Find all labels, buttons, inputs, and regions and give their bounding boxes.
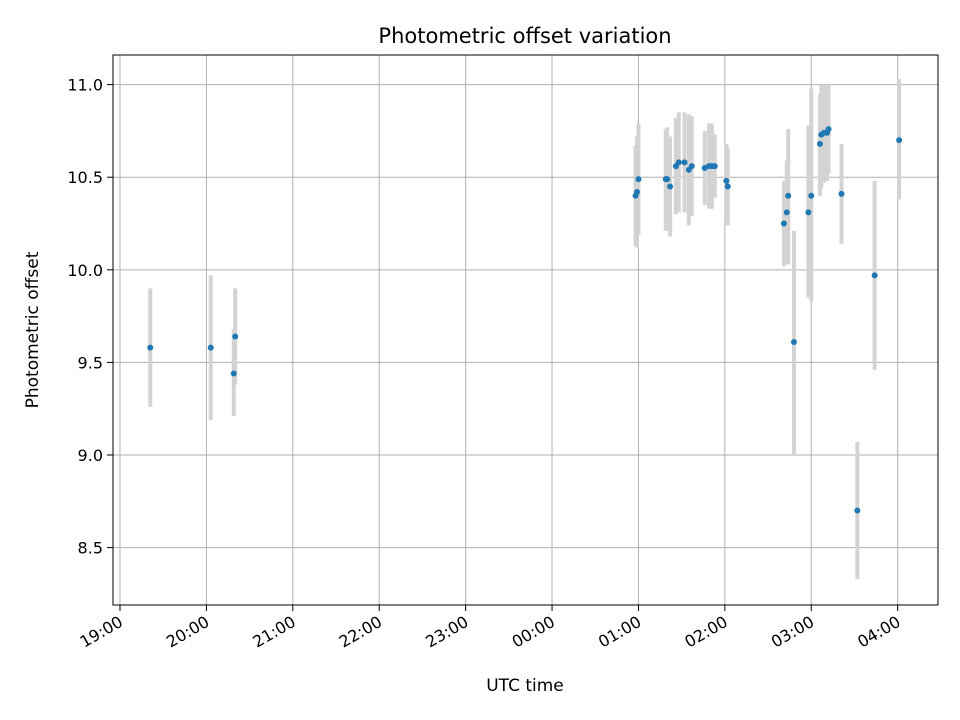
- data-point: [780, 220, 787, 227]
- y-axis-label: Photometric offset: [23, 251, 43, 408]
- data-point: [723, 177, 730, 184]
- data-point: [854, 507, 861, 514]
- data-point: [785, 192, 792, 199]
- data-point: [635, 176, 642, 183]
- data-points: [147, 126, 903, 514]
- data-point: [634, 189, 641, 196]
- data-point: [808, 192, 815, 199]
- data-point: [790, 339, 797, 346]
- data-point: [664, 176, 671, 183]
- y-axis: 8.5 9.0 9.5 10.0 10.5 11.0: [67, 76, 113, 558]
- chart-title: Photometric offset variation: [378, 24, 671, 48]
- data-point: [207, 344, 214, 351]
- data-point: [232, 333, 239, 340]
- data-point: [871, 272, 878, 279]
- data-point: [675, 159, 682, 166]
- plot-frame: [112, 54, 939, 606]
- data-point: [805, 209, 812, 216]
- y-tick-label: 10.5: [67, 168, 103, 187]
- y-tick-label: 9.0: [78, 446, 103, 465]
- data-point: [724, 183, 731, 190]
- data-point: [711, 163, 718, 170]
- y-tick-label: 10.0: [67, 261, 103, 280]
- data-point: [838, 190, 845, 197]
- y-tick-label: 8.5: [78, 539, 103, 558]
- data-point: [783, 209, 790, 216]
- y-tick-label: 11.0: [67, 76, 103, 95]
- data-point: [667, 183, 674, 190]
- data-point: [896, 137, 903, 144]
- data-point: [816, 140, 823, 147]
- data-point: [825, 126, 832, 133]
- data-point: [688, 163, 695, 170]
- grid: [113, 55, 938, 605]
- data-point: [230, 370, 237, 377]
- x-axis-label: UTC time: [486, 676, 564, 696]
- data-point: [681, 159, 688, 166]
- data-point: [147, 344, 154, 351]
- y-tick-label: 9.5: [78, 353, 103, 372]
